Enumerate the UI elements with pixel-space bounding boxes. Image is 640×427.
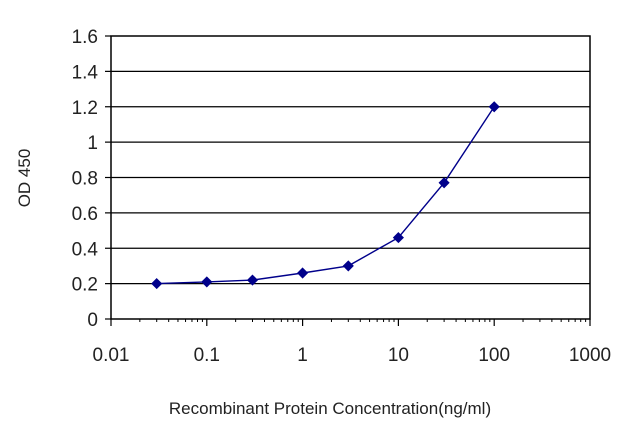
y-tick-label: 0.8 [72, 169, 98, 190]
y-tick-label: 0.4 [72, 239, 99, 260]
x-tick-label: 0.01 [93, 345, 130, 366]
x-axis-title: Recombinant Protein Concentration(ng/ml) [169, 399, 491, 418]
data-point [438, 177, 450, 189]
y-tick-label: 1.2 [72, 98, 98, 119]
data-point [201, 276, 213, 288]
data-point [488, 101, 500, 113]
data-point [392, 232, 404, 244]
data-point [297, 267, 309, 279]
series-points [151, 101, 500, 290]
y-tick-label: 0.6 [72, 204, 98, 225]
x-tick-label: 100 [478, 345, 510, 366]
grid-lines [111, 70, 590, 285]
data-point [342, 260, 354, 272]
series-lines [156, 106, 495, 285]
y-tick-label: 0 [87, 310, 98, 331]
x-tick-label: 1000 [569, 345, 611, 366]
x-tick-label: 10 [388, 345, 409, 366]
data-point [246, 274, 259, 286]
y-tick-labels: 0 0.2 0.4 0.6 0.8 1 1.2 1.4 1.6 [72, 27, 99, 331]
x-tick-label: 1 [297, 345, 308, 366]
y-tick-label: 0.2 [72, 275, 98, 296]
y-tick-label: 1.4 [72, 62, 99, 83]
y-axis-title: OD 450 [15, 149, 34, 208]
x-tick-labels: 0.01 0.1 1 10 100 1000 [93, 345, 612, 366]
y-tick-label: 1.6 [72, 27, 98, 48]
axis-ticks [105, 35, 591, 326]
data-point [151, 278, 163, 290]
x-tick-label: 0.1 [194, 345, 220, 366]
series-line [156, 106, 495, 285]
y-tick-label: 1 [87, 133, 98, 154]
